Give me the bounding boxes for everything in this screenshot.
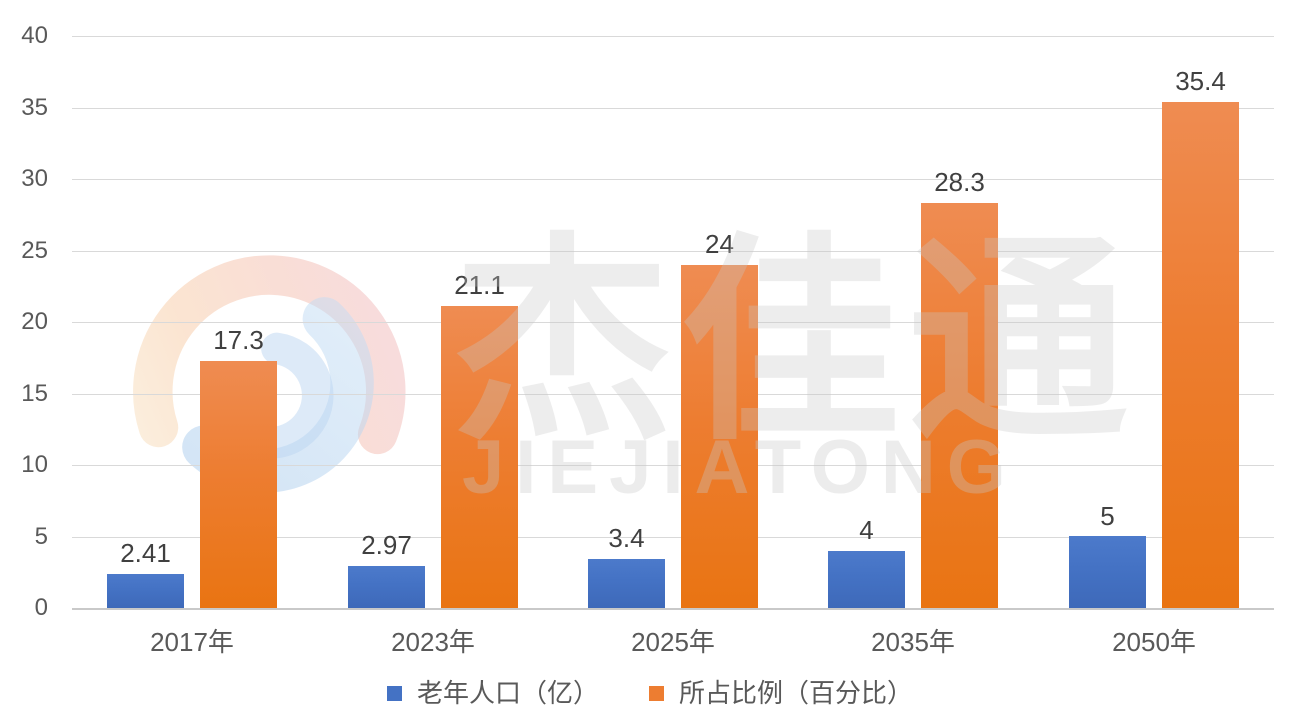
bar-percentage-2017年 xyxy=(200,361,277,608)
bar-population-2017年 xyxy=(107,574,184,608)
gridline xyxy=(72,108,1274,109)
legend-label-percentage: 所占比例（百分比） xyxy=(679,678,914,708)
y-axis-label: 30 xyxy=(21,165,48,192)
y-axis-label: 40 xyxy=(21,22,48,49)
gridline xyxy=(72,322,1274,323)
x-axis-label: 2017年 xyxy=(150,627,234,657)
bar-percentage-2035年 xyxy=(921,203,998,608)
y-axis-label: 35 xyxy=(21,94,48,121)
y-axis-label: 15 xyxy=(21,380,48,407)
y-axis-label: 25 xyxy=(21,237,48,264)
data-label: 3.4 xyxy=(608,523,645,553)
plot-area: 2.41 17.3 2.97 21.1 3.4 24 4 28.3 5 35.4 xyxy=(72,36,1274,610)
gridline xyxy=(72,394,1274,395)
y-axis-label: 0 xyxy=(34,594,48,621)
x-axis-label: 2050年 xyxy=(1112,627,1196,657)
data-label: 35.4 xyxy=(1175,66,1226,96)
data-label: 5 xyxy=(1100,501,1115,531)
data-label: 4 xyxy=(859,515,874,545)
data-label: 28.3 xyxy=(934,167,985,197)
data-label: 21.1 xyxy=(454,270,505,300)
bar-percentage-2050年 xyxy=(1162,102,1239,608)
data-label: 24 xyxy=(705,229,734,259)
gridline xyxy=(72,465,1274,466)
gridline xyxy=(72,179,1274,180)
bar-percentage-2025年 xyxy=(681,265,758,608)
legend-label-population: 老年人口（亿） xyxy=(416,678,599,708)
x-axis-baseline xyxy=(72,608,1274,610)
legend-item-population: 老年人口（亿） xyxy=(386,678,599,708)
gridline xyxy=(72,251,1274,252)
bar-population-2025年 xyxy=(588,559,665,608)
x-axis-label: 2035年 xyxy=(871,627,955,657)
y-axis-label: 10 xyxy=(21,451,48,478)
bar-population-2035年 xyxy=(828,551,905,608)
swirl-warm-arc xyxy=(133,255,406,455)
y-axis-label: 5 xyxy=(34,523,48,550)
legend-item-percentage: 所占比例（百分比） xyxy=(649,678,913,708)
data-label: 17.3 xyxy=(213,325,264,355)
data-label: 2.97 xyxy=(361,530,412,560)
gridline xyxy=(72,36,1274,37)
bar-population-2023年 xyxy=(348,566,425,608)
legend-swatch-blue xyxy=(386,685,402,701)
gridline xyxy=(72,537,1274,538)
data-label: 2.41 xyxy=(120,538,171,568)
x-axis-label: 2023年 xyxy=(391,627,475,657)
legend-swatch-orange xyxy=(649,685,664,701)
x-axis-label: 2025年 xyxy=(631,627,715,657)
y-axis-label: 20 xyxy=(21,308,48,335)
legend: 老年人口（亿） 所占比例（百分比） xyxy=(0,678,1300,708)
bar-percentage-2023年 xyxy=(441,306,518,608)
bar-population-2050年 xyxy=(1069,536,1146,608)
